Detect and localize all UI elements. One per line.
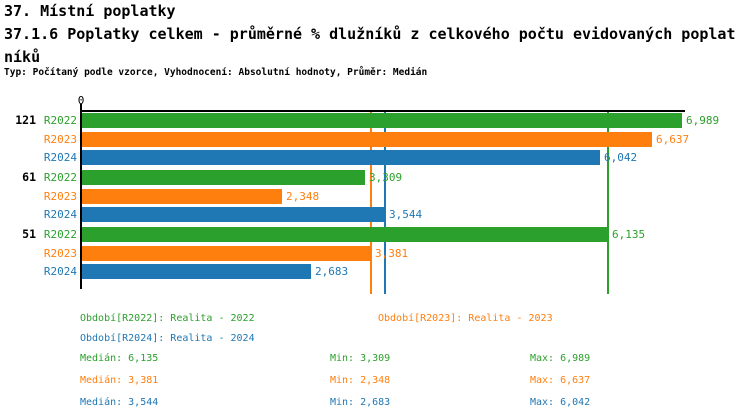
bar-value-label: 2,348 [286, 190, 320, 203]
bar-61-r2024 [81, 207, 385, 222]
bar-value-label: 6,042 [604, 151, 638, 164]
series-row-label: R2023 [43, 247, 77, 260]
stat-min: Min: 3,309 [330, 353, 391, 364]
bar-121-r2022 [81, 113, 682, 128]
bar-chart: 0 6,989 R2022 3,309 R2022 6,135 R2022 6,637 R20… [15, 94, 720, 294]
bar-value-label: 2,683 [315, 265, 349, 278]
axis-zero-tick-label: 0 [77, 94, 85, 107]
y-axis-line [80, 104, 82, 289]
stat-max: Max: 6,042 [530, 397, 591, 408]
bar-51-r2023 [81, 246, 371, 261]
series-row-label: R2024 [43, 265, 77, 278]
report-title: 37. Místní poplatky [4, 2, 176, 20]
median-line-r2022 [607, 110, 610, 294]
x-axis-line [80, 110, 685, 112]
legend-item: Období[R2022]: Realita - 2022 [80, 313, 255, 324]
stat-median: Medián: 6,135 [80, 353, 159, 364]
stat-min: Min: 2,348 [330, 375, 391, 386]
bar-value-label: 6,135 [612, 228, 646, 241]
report-subtitle-line1: 37.1.6 Poplatky celkem - průměrné % dluž… [4, 25, 736, 43]
bar-value-label: 6,989 [686, 114, 720, 127]
stat-max: Max: 6,637 [530, 375, 591, 386]
bar-value-label: 3,381 [375, 247, 409, 260]
bar-121-r2024 [81, 150, 600, 165]
series-row-label: R2023 [43, 133, 77, 146]
series-row-label: R2022 [43, 114, 77, 127]
category-label-61: 61 [22, 170, 36, 184]
series-row-label: R2024 [43, 208, 77, 221]
bar-51-r2022 [81, 227, 608, 242]
median-line-r2024 [384, 110, 387, 294]
bar-61-r2023 [81, 189, 282, 204]
series-row-label: R2022 [43, 171, 77, 184]
legend-item: Období[R2023]: Realita - 2023 [378, 313, 553, 324]
stat-max: Max: 6,989 [530, 353, 591, 364]
bar-121-r2023 [81, 132, 652, 147]
stat-median: Medián: 3,544 [80, 397, 159, 408]
legend-item: Období[R2024]: Realita - 2024 [80, 333, 255, 344]
series-row-label: R2022 [43, 228, 77, 241]
bar-value-label: 3,544 [389, 208, 423, 221]
category-label-121: 121 [15, 113, 36, 127]
bar-51-r2024 [81, 264, 311, 279]
bar-value-label: 3,309 [369, 171, 403, 184]
median-line-r2023 [370, 110, 373, 294]
report-subtitle-line2: níků [4, 48, 41, 66]
bar-61-r2022 [81, 170, 365, 185]
stat-min: Min: 2,683 [330, 397, 391, 408]
series-row-label: R2024 [43, 151, 77, 164]
stat-median: Medián: 3,381 [80, 375, 159, 386]
report-meta: Typ: Počítaný podle vzorce, Vyhodnocení:… [4, 67, 428, 78]
bar-value-label: 6,637 [656, 133, 690, 146]
series-row-label: R2023 [43, 190, 77, 203]
category-label-51: 51 [22, 227, 36, 241]
